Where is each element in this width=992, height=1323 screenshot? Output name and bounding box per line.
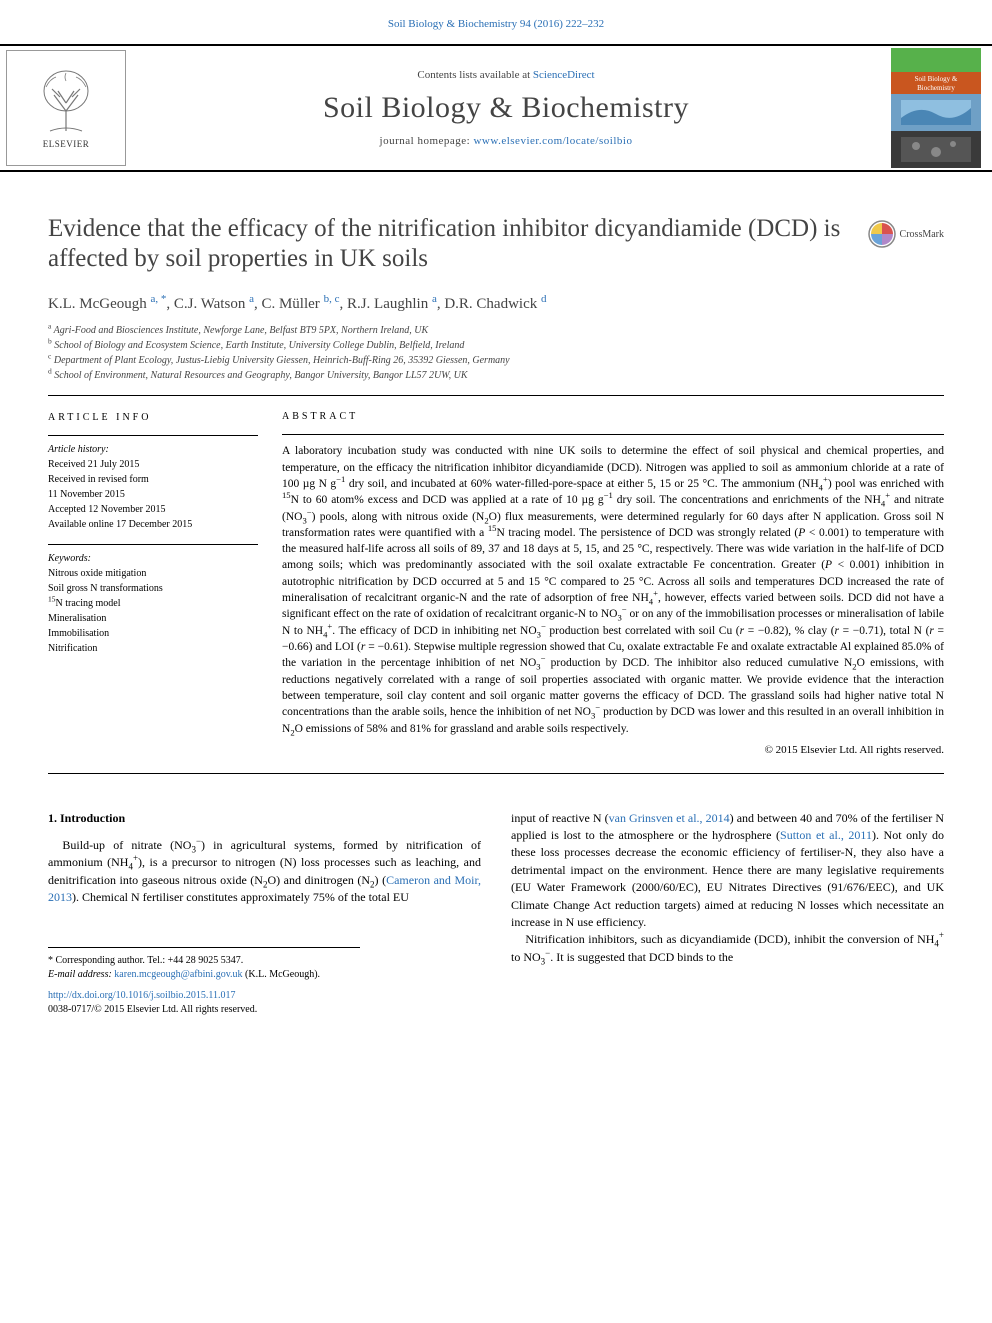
sciencedirect-link[interactable]: ScienceDirect [533, 69, 595, 81]
elsevier-logo: ELSEVIER [6, 50, 126, 166]
keyword: Mineralisation [48, 611, 258, 626]
paper-title: Evidence that the efficacy of the nitrif… [48, 214, 848, 274]
affiliation: a Agri-Food and Biosciences Institute, N… [48, 323, 944, 338]
footnote-tel: * Corresponding author. Tel.: +44 28 902… [48, 954, 360, 969]
article-history: Article history: Received 21 July 2015 R… [48, 442, 258, 532]
header-citation: Soil Biology & Biochemistry 94 (2016) 22… [0, 0, 992, 44]
history-label: Article history: [48, 442, 258, 457]
intro-paragraph: Build-up of nitrate (NO3−) in agricultur… [48, 837, 481, 907]
journal-title: Soil Biology & Biochemistry [323, 91, 689, 125]
elsevier-tree-icon [36, 67, 96, 137]
journal-cover: Soil Biology & Biochemistry [886, 50, 986, 166]
homepage-line: journal homepage: www.elsevier.com/locat… [380, 135, 633, 147]
affiliation: b School of Biology and Ecosystem Scienc… [48, 338, 944, 353]
crossmark-icon [868, 220, 896, 248]
journal-cover-icon: Soil Biology & Biochemistry [891, 48, 981, 168]
abstract: ABSTRACT A laboratory incubation study w… [282, 410, 944, 759]
abstract-heading: ABSTRACT [282, 410, 944, 424]
affiliations: a Agri-Food and Biosciences Institute, N… [0, 323, 992, 395]
keyword: 15N tracing model [48, 596, 258, 611]
doi-link[interactable]: http://dx.doi.org/10.1016/j.soilbio.2015… [48, 990, 236, 1001]
abstract-copyright: © 2015 Elsevier Ltd. All rights reserved… [282, 743, 944, 759]
svg-text:Soil Biology &: Soil Biology & [915, 75, 958, 83]
footer-rights: 0038-0717/© 2015 Elsevier Ltd. All right… [48, 1004, 257, 1015]
journal-header-center: Contents lists available at ScienceDirec… [132, 46, 880, 170]
history-line: Received 21 July 2015 [48, 457, 258, 472]
article-info: ARTICLE INFO Article history: Received 2… [48, 410, 258, 759]
keywords-label: Keywords: [48, 551, 258, 566]
email-label: E-mail address: [48, 969, 114, 980]
intro-paragraph: Nitrification inhibitors, such as dicyan… [511, 931, 944, 966]
affiliation: c Department of Plant Ecology, Justus-Li… [48, 353, 944, 368]
intro-paragraph: input of reactive N (van Grinsven et al.… [511, 810, 944, 932]
contents-line: Contents lists available at ScienceDirec… [417, 69, 594, 81]
article-info-heading: ARTICLE INFO [48, 410, 258, 425]
footnote-email: E-mail address: karen.mcgeough@afbini.go… [48, 968, 360, 983]
crossmark-label: CrossMark [900, 229, 944, 240]
history-line: Available online 17 December 2015 [48, 517, 258, 532]
history-line: 11 November 2015 [48, 487, 258, 502]
email-suffix: (K.L. McGeough). [243, 969, 320, 980]
body-column-right: input of reactive N (van Grinsven et al.… [511, 810, 944, 983]
history-line: Received in revised form [48, 472, 258, 487]
page-footer: http://dx.doi.org/10.1016/j.soilbio.2015… [0, 983, 992, 1047]
keywords: Keywords: Nitrous oxide mitigation Soil … [48, 551, 258, 656]
svg-text:Biochemistry: Biochemistry [917, 84, 955, 92]
affiliation: d School of Environment, Natural Resourc… [48, 368, 944, 383]
keyword: Soil gross N transformations [48, 581, 258, 596]
crossmark-badge[interactable]: CrossMark [868, 220, 944, 248]
email-link[interactable]: karen.mcgeough@afbini.gov.uk [114, 969, 242, 980]
section-heading-intro: 1. Introduction [48, 810, 481, 827]
corresponding-author-footnote: * Corresponding author. Tel.: +44 28 902… [48, 947, 360, 983]
keyword: Nitrification [48, 641, 258, 656]
keyword: Nitrous oxide mitigation [48, 566, 258, 581]
authors-line: K.L. McGeough a, *, C.J. Watson a, C. Mü… [0, 282, 992, 323]
body-column-left: 1. Introduction Build-up of nitrate (NO3… [48, 810, 481, 983]
history-line: Accepted 12 November 2015 [48, 502, 258, 517]
contents-prefix: Contents lists available at [417, 69, 532, 81]
homepage-prefix: journal homepage: [380, 135, 474, 147]
elsevier-label: ELSEVIER [43, 139, 90, 149]
keyword: Immobilisation [48, 626, 258, 641]
abstract-body: A laboratory incubation study was conduc… [282, 443, 944, 737]
homepage-link[interactable]: www.elsevier.com/locate/soilbio [473, 135, 632, 147]
journal-header: ELSEVIER Contents lists available at Sci… [0, 44, 992, 172]
